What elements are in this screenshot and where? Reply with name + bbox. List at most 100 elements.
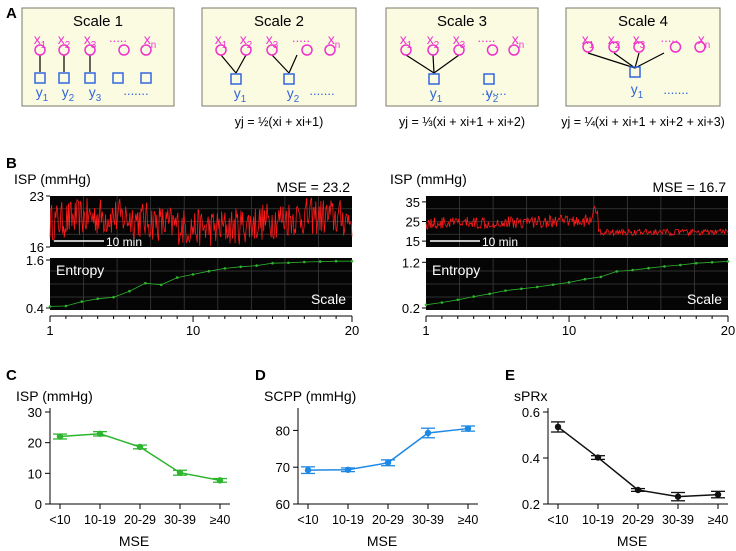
- entropy-point: [239, 265, 243, 269]
- isp-tick-label: 16: [30, 240, 44, 255]
- y-label: y3: [89, 84, 102, 104]
- x-tick-label: 10: [186, 323, 200, 338]
- output-node-square: [34, 72, 46, 84]
- entropy-point: [663, 265, 666, 268]
- entropy-point: [710, 260, 714, 264]
- data-point: [634, 486, 642, 494]
- input-node-circle: [508, 44, 520, 56]
- time-scale-label: 10 min: [106, 235, 142, 249]
- x-tick-label: 20-29: [622, 513, 654, 527]
- y-tick-label: 60: [276, 497, 290, 512]
- data-point: [384, 459, 392, 466]
- entropy-tick-label: 0.4: [26, 301, 44, 316]
- input-node-circle: [486, 44, 499, 56]
- x-label: xn: [328, 31, 340, 51]
- x-axis-title: MSE: [119, 533, 149, 549]
- scale-title: Scale 1: [73, 13, 123, 30]
- x-tick-label: 30-39: [164, 513, 196, 527]
- x-tick-label: ≥40: [458, 513, 479, 527]
- data-point: [96, 430, 104, 437]
- entropy-point: [334, 259, 338, 263]
- entropy-point: [80, 300, 84, 303]
- y-tick-label: 10: [28, 466, 42, 481]
- output-node-square: [112, 72, 124, 84]
- entropy-point: [64, 304, 68, 308]
- x-tick-label: ≥40: [210, 513, 231, 527]
- input-node-circle: [240, 44, 252, 56]
- connector-line: [634, 52, 640, 69]
- scale-label: Scale: [311, 291, 346, 307]
- input-node-circle: [34, 44, 46, 56]
- output-node-square: [428, 73, 440, 85]
- panel-label: E: [505, 367, 515, 384]
- scale-box-background: [201, 7, 357, 107]
- series-line: [557, 426, 719, 498]
- chart-title: sPRx: [514, 388, 547, 404]
- data-point: [554, 423, 562, 431]
- isp-tick-label: 15: [406, 234, 420, 249]
- entropy-point: [472, 295, 475, 298]
- data-point: [176, 469, 184, 476]
- input-node-circle: [266, 44, 278, 56]
- entropy-point: [535, 285, 539, 289]
- time-scale-label: 10 min: [482, 235, 518, 249]
- entropy-point: [599, 275, 603, 279]
- input-node-circle: [301, 44, 313, 56]
- data-point: [344, 466, 352, 473]
- x-tick-label: 20: [345, 323, 359, 338]
- input-node-circle: [453, 44, 465, 56]
- entropy-point: [631, 268, 634, 272]
- x-tick-label: ≥40: [708, 513, 729, 527]
- x-label: x3: [633, 31, 646, 51]
- x-tick-label: 30-39: [662, 513, 694, 527]
- y-tick-label: 0.6: [522, 405, 540, 420]
- x-axis-title: MSE: [367, 533, 397, 549]
- x-axis-title: MSE: [617, 533, 647, 549]
- x-label: x1: [582, 31, 594, 51]
- y-label: y2: [287, 85, 299, 105]
- input-node-circle: [324, 44, 336, 56]
- entropy-point: [504, 289, 507, 292]
- y-tick-label: 20: [28, 436, 42, 451]
- x-ellipsis: .....: [292, 30, 310, 45]
- x-label: xn: [144, 31, 156, 51]
- entropy-point: [255, 264, 258, 267]
- y-tick-label: 70: [276, 460, 290, 475]
- entropy-point: [191, 273, 195, 276]
- input-node-circle: [608, 41, 620, 53]
- x-ellipsis: .....: [477, 30, 495, 45]
- input-node-circle: [669, 41, 682, 53]
- connector-line: [235, 54, 247, 74]
- connector-line: [288, 54, 298, 74]
- entropy-point: [128, 289, 131, 293]
- entropy-point: [583, 277, 587, 281]
- scale-box-3: Scale 3x1 x2 x3 xn.....y1 y2.......: [385, 7, 539, 107]
- data-point: [464, 425, 472, 432]
- entropy-point: [456, 298, 460, 302]
- scale-box-2: Scale 2x1 x2 x3 xn.....y1 y2.......: [201, 7, 357, 107]
- scale-title: Scale 4: [618, 13, 668, 30]
- data-point: [424, 429, 432, 437]
- isp-trace: [425, 205, 729, 237]
- y-ellipsis: .......: [123, 83, 148, 98]
- output-node-square: [84, 72, 96, 84]
- entropy-point: [440, 301, 444, 304]
- connector-line: [634, 52, 665, 69]
- entropy-point: [694, 261, 698, 265]
- input-node-circle: [400, 44, 412, 56]
- entropy-point: [271, 261, 274, 265]
- panel-c: C ISP (mmHg) 0 10 20 30 <10 10-19 20-29 30-39 ≥40 M…: [6, 367, 728, 549]
- data-point: [216, 477, 224, 484]
- y-ellipsis: .......: [663, 82, 688, 97]
- entropy-point: [567, 281, 571, 284]
- output-node-square: [230, 73, 242, 85]
- x-label: xn: [698, 31, 710, 51]
- entropy-point: [287, 261, 290, 265]
- panel-label: D: [255, 367, 266, 384]
- entropy-point: [303, 260, 306, 264]
- x-ellipsis: .....: [660, 30, 678, 45]
- y-label: y1: [234, 85, 246, 105]
- entropy-point: [96, 297, 99, 301]
